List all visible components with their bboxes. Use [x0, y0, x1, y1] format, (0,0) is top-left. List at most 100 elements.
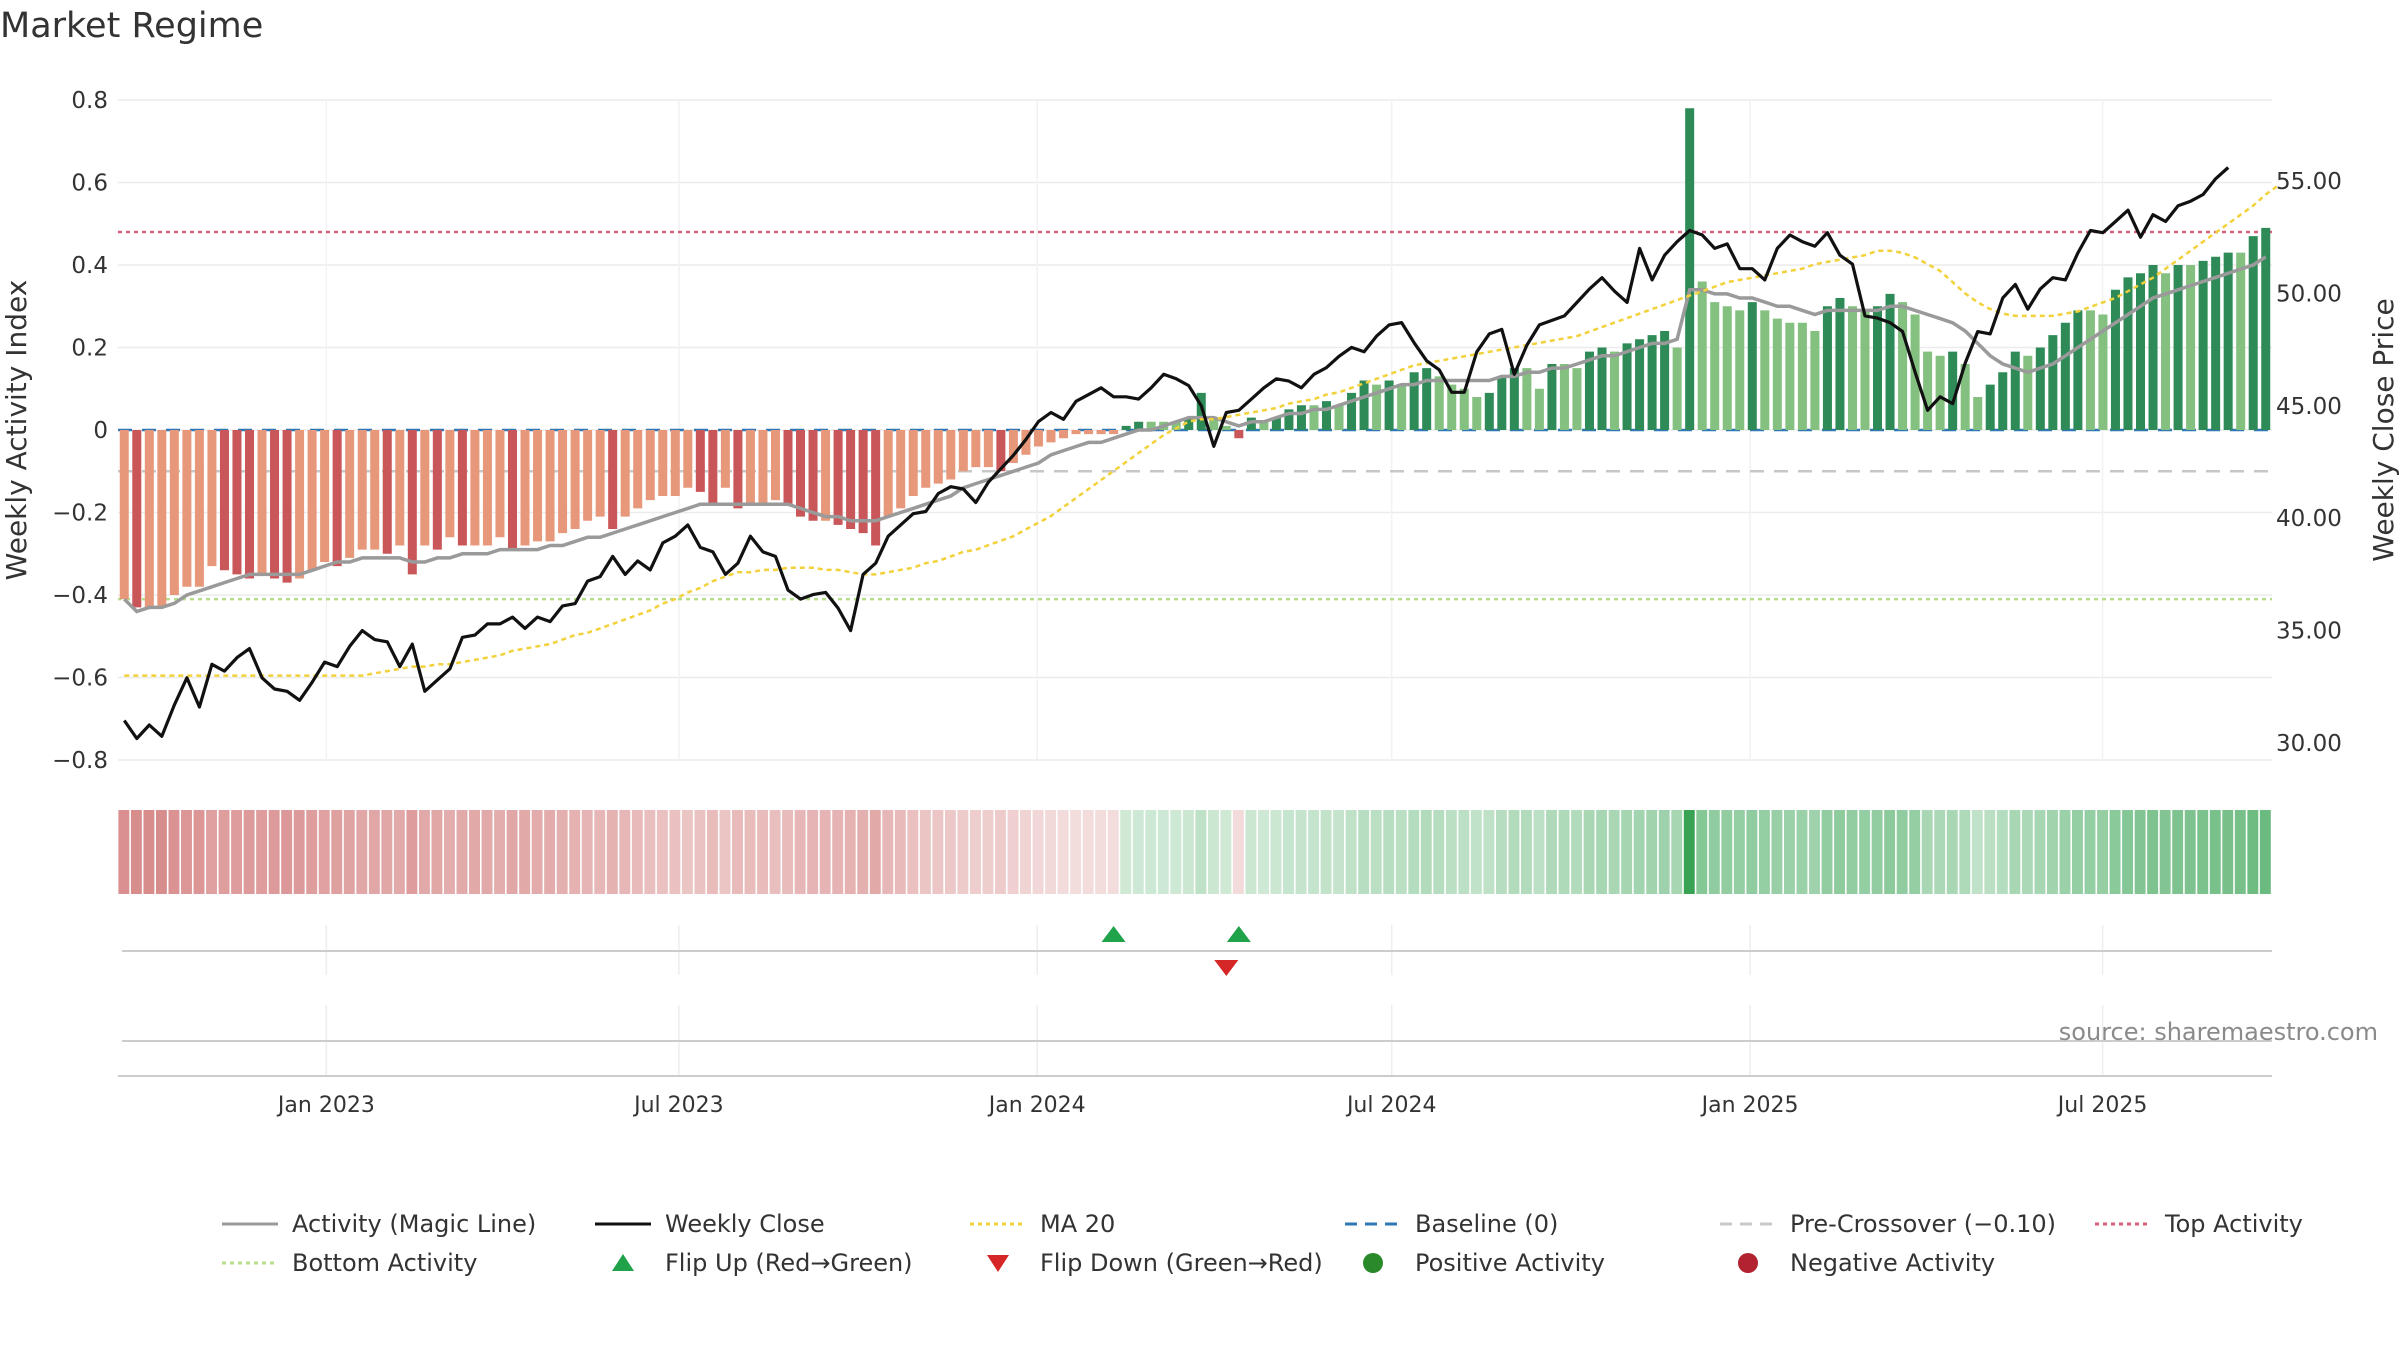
- heat-cell: [393, 810, 405, 894]
- legend-label: Bottom Activity: [292, 1249, 477, 1277]
- heat-cell: [594, 810, 606, 894]
- heat-cell: [494, 810, 506, 894]
- heat-cell: [2222, 810, 2234, 894]
- activity-bar: [482, 430, 492, 546]
- activity-bar: [1923, 351, 1933, 430]
- heat-cell: [1946, 810, 1958, 894]
- x-axis-ticks: Jan 2023 Jul 2023 Jan 2024 Jul 2024 Jan 2025…: [276, 1093, 2147, 1118]
- activity-bar: [232, 430, 242, 575]
- activity-bar: [1221, 425, 1231, 430]
- heat-cell: [2122, 810, 2134, 894]
- activity-bar: [1797, 322, 1807, 430]
- activity-bar: [1347, 392, 1357, 430]
- heat-cell: [1007, 810, 1019, 894]
- activity-bar: [1572, 368, 1582, 430]
- heat-cell: [719, 810, 731, 894]
- activity-bar: [2023, 355, 2033, 430]
- heat-cell: [231, 810, 243, 894]
- heat-cell: [1783, 810, 1795, 894]
- heat-cell: [932, 810, 944, 894]
- heat-cell: [1107, 810, 1119, 894]
- activity-bar: [1772, 318, 1782, 430]
- heat-cell: [1145, 810, 1157, 894]
- activity-bar: [157, 430, 167, 608]
- activity-bar: [558, 430, 568, 534]
- heat-cell: [130, 810, 142, 894]
- heat-cell: [944, 810, 956, 894]
- activity-bar: [1847, 306, 1857, 430]
- heat-cell: [118, 810, 130, 894]
- activity-bar: [1860, 310, 1870, 430]
- heat-cell: [2159, 810, 2171, 894]
- x-tick-label: Jul 2023: [632, 1093, 724, 1118]
- activity-bar: [1271, 417, 1281, 430]
- x-tick-label: Jan 2024: [987, 1093, 1086, 1118]
- heat-cell: [2009, 810, 2021, 894]
- heat-cell: [1758, 810, 1770, 894]
- heat-cell: [1608, 810, 1620, 894]
- heat-cell: [1733, 810, 1745, 894]
- heat-cell: [444, 810, 455, 894]
- heat-cell: [1283, 810, 1294, 894]
- heat-cell: [1809, 810, 1820, 894]
- activity-bar: [583, 430, 593, 521]
- heat-cell: [1696, 810, 1708, 894]
- activity-bar: [1246, 417, 1256, 430]
- activity-bar: [520, 430, 530, 546]
- heat-cell: [832, 810, 844, 894]
- activity-bar: [1484, 392, 1494, 430]
- activity-bar: [1685, 108, 1695, 430]
- activity-bar: [1597, 347, 1607, 430]
- heat-cell: [243, 810, 255, 894]
- heat-cell: [143, 810, 155, 894]
- activity-bar: [2123, 277, 2133, 430]
- activity-bar: [1008, 430, 1018, 463]
- activity-bar: [282, 430, 292, 583]
- activity-bar: [1697, 281, 1707, 430]
- chart-title: Market Regime: [0, 6, 264, 46]
- heat-cell: [1245, 810, 1257, 894]
- activity-bar: [1497, 376, 1507, 430]
- magic-line: [123, 255, 2267, 614]
- activity-bar: [620, 430, 630, 517]
- heat-cell: [882, 810, 894, 894]
- activity-bar: [796, 430, 806, 517]
- heat-cell: [431, 810, 443, 894]
- heat-cell: [1320, 810, 1332, 894]
- activity-bar: [720, 430, 730, 488]
- heat-cell: [2134, 810, 2146, 894]
- heat-cell: [757, 810, 769, 894]
- heat-cell: [1383, 810, 1395, 894]
- y2-axis-label: Weekly Close Price: [2367, 298, 2400, 561]
- heat-cell: [1871, 810, 1883, 894]
- legend-label: Positive Activity: [1415, 1249, 1605, 1277]
- heat-cell: [469, 810, 480, 894]
- heat-cell: [2084, 810, 2096, 894]
- activity-bar: [783, 430, 793, 505]
- weekly-close-line: [122, 166, 2230, 741]
- activity-bar: [1722, 306, 1732, 430]
- y2-tick-label: 50.00: [2276, 281, 2342, 307]
- activity-bar: [1559, 364, 1569, 430]
- activity-bar: [2261, 227, 2271, 430]
- y-tick-label: 0.6: [71, 171, 108, 197]
- heat-cell: [218, 810, 230, 894]
- activity-bar: [1735, 310, 1745, 430]
- activity-bar: [1747, 302, 1757, 430]
- heat-cell: [544, 810, 556, 894]
- heat-cell: [306, 810, 318, 894]
- heat-cell: [606, 810, 618, 894]
- y-tick-label: 0.2: [71, 336, 108, 362]
- legend-item: Baseline (0): [1345, 1210, 1558, 1238]
- heat-cell: [1746, 810, 1758, 894]
- activity-bar: [1998, 372, 2008, 430]
- activity-bar: [1321, 401, 1332, 430]
- activity-bar: [207, 430, 217, 567]
- heat-cell: [681, 810, 693, 894]
- activity-bar: [770, 430, 780, 501]
- heat-cell: [2097, 810, 2108, 894]
- heat-cell: [1308, 810, 1320, 894]
- y-tick-label: 0.8: [71, 88, 108, 114]
- y2-tick-label: 30.00: [2276, 731, 2342, 757]
- activity-bar: [1660, 331, 1670, 430]
